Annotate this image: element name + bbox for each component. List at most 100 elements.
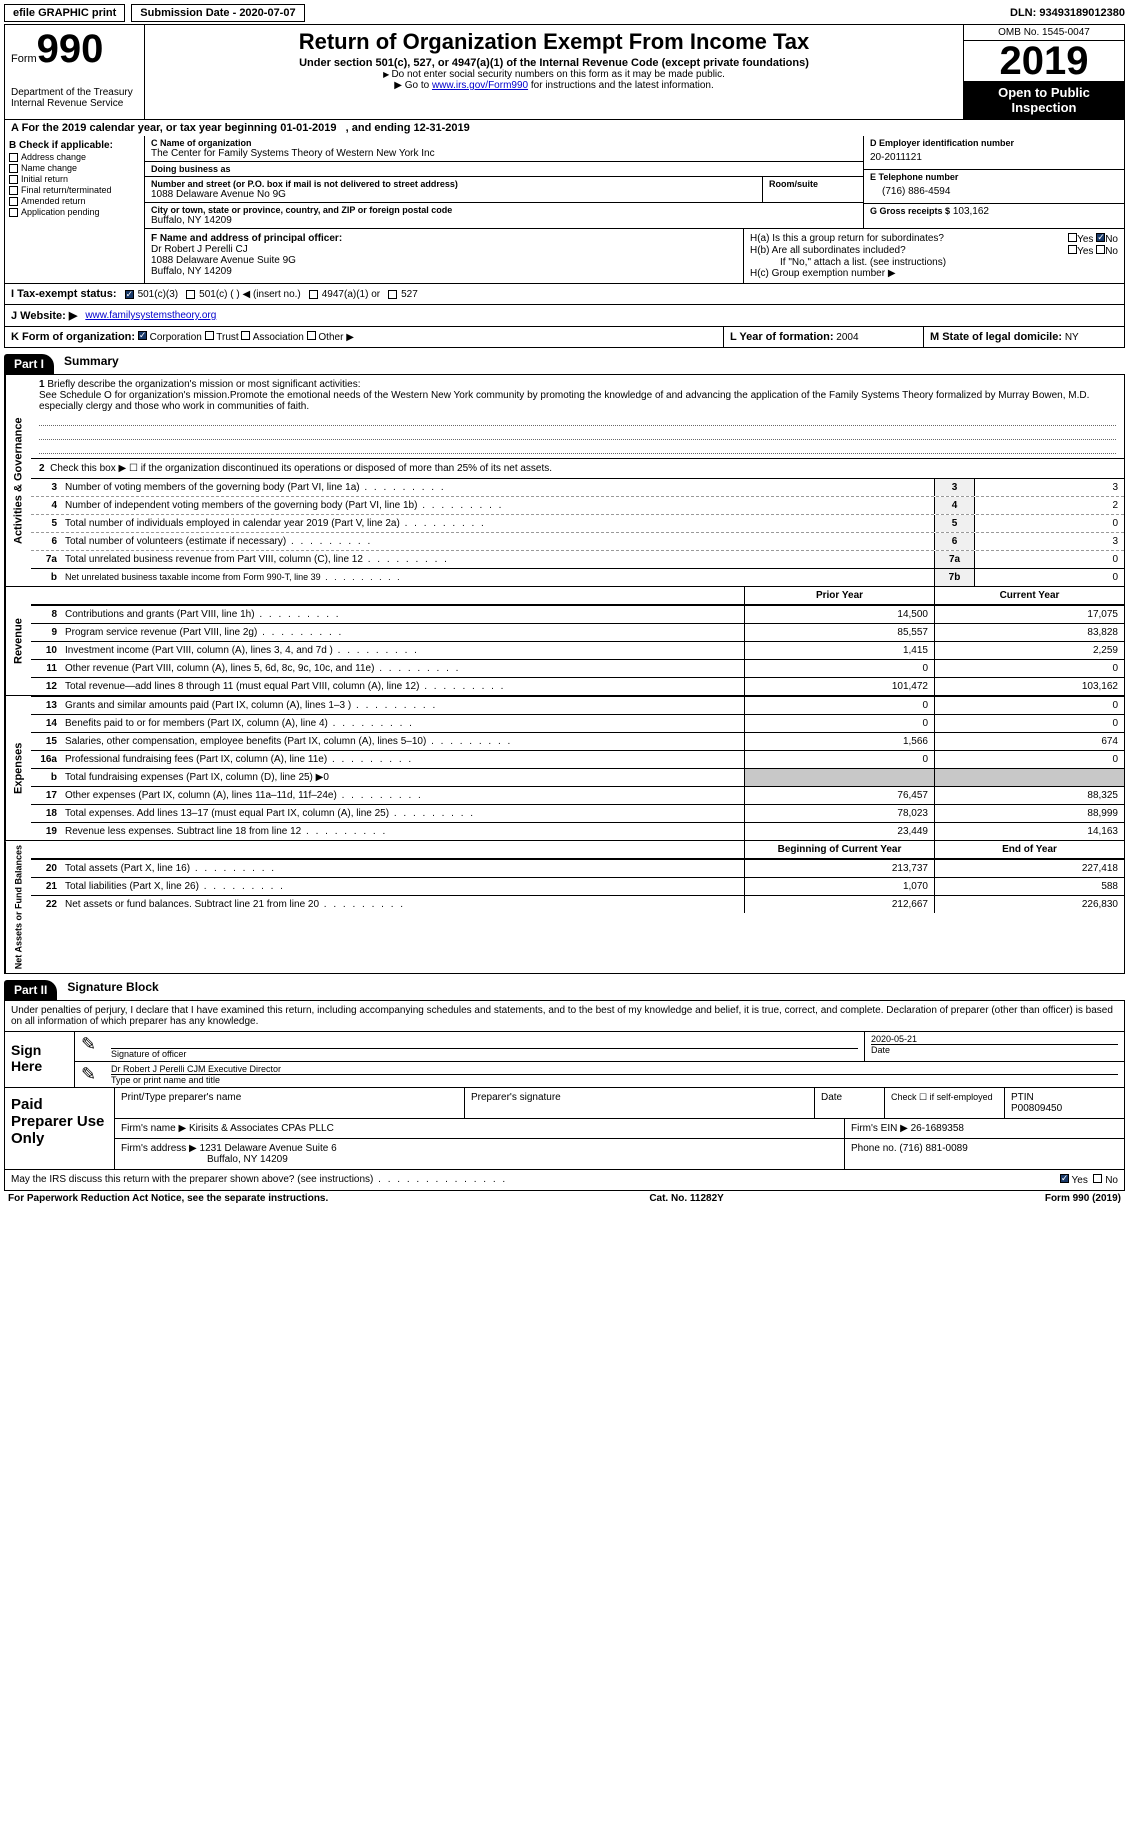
net-header-row: Beginning of Current Year End of Year [31, 841, 1124, 859]
paperwork-notice: For Paperwork Reduction Act Notice, see … [8, 1193, 328, 1204]
officer-name-title: Dr Robert J Perelli CJM Executive Direct… [111, 1064, 1118, 1074]
data-row-20: 20Total assets (Part X, line 16)213,7372… [31, 859, 1124, 877]
gov-row-7a: 7aTotal unrelated business revenue from … [31, 550, 1124, 568]
section-cdefg: C Name of organization The Center for Fa… [145, 136, 1124, 283]
data-row-10: 10Investment income (Part VIII, column (… [31, 641, 1124, 659]
sidebar-net-assets: Net Assets or Fund Balances [5, 841, 31, 973]
chk-amended-return[interactable]: Amended return [9, 196, 140, 206]
gov-row-3: 3Number of voting members of the governi… [31, 478, 1124, 496]
c-name-cell: C Name of organization The Center for Fa… [145, 136, 863, 162]
col-end-year: End of Year [934, 841, 1124, 858]
form-word: Form [11, 53, 37, 65]
sig-officer-label: Signature of officer [111, 1048, 858, 1059]
form-subtitle-3: ▶ Go to www.irs.gov/Form990 for instruct… [149, 80, 959, 91]
revenue-block: Revenue Prior Year Current Year 8Contrib… [4, 587, 1125, 696]
sign-here-block: Sign Here ✎ Signature of officer 2020-05… [4, 1032, 1125, 1088]
form-number: 990 [37, 27, 104, 71]
part-1-summary: Activities & Governance 1 Briefly descri… [4, 374, 1125, 587]
data-row-13: 13Grants and similar amounts paid (Part … [31, 696, 1124, 714]
discuss-yes-checkbox[interactable] [1060, 1174, 1069, 1183]
name-title-label: Type or print name and title [111, 1074, 1118, 1085]
expenses-block: Expenses 13Grants and similar amounts pa… [4, 696, 1125, 841]
c-address-cell: Number and street (or P.O. box if mail i… [145, 177, 763, 203]
e-phone-cell: E Telephone number (716) 886-4594 [864, 170, 1124, 204]
chk-initial-return[interactable]: Initial return [9, 174, 140, 184]
form-subtitle-2: Do not enter social security numbers on … [149, 69, 959, 80]
data-row-14: 14Benefits paid to or for members (Part … [31, 714, 1124, 732]
form-footer: Form 990 (2019) [1045, 1193, 1121, 1204]
c-room-cell: Room/suite [763, 177, 863, 203]
chk-name-change[interactable]: Name change [9, 163, 140, 173]
hb-label: H(b) Are all subordinates included? [750, 245, 906, 257]
data-row-21: 21Total liabilities (Part X, line 26)1,0… [31, 877, 1124, 895]
discuss-row: May the IRS discuss this return with the… [4, 1170, 1125, 1191]
gov-row-4: 4Number of independent voting members of… [31, 496, 1124, 514]
paid-preparer-label: Paid Preparer Use Only [5, 1088, 115, 1169]
section-b-checkboxes: B Check if applicable: Address change Na… [5, 136, 145, 283]
form-header: Form990 Department of the Treasury Inter… [4, 24, 1125, 120]
data-row-11: 11Other revenue (Part VIII, column (A), … [31, 659, 1124, 677]
gov-row-6: 6Total number of volunteers (estimate if… [31, 532, 1124, 550]
chk-501c3[interactable]: 501(c)(3) [125, 289, 179, 300]
k-form-org: K Form of organization: Corporation Trus… [5, 327, 724, 347]
j-website-row: J Website: ▶ www.familysystemstheory.org [4, 305, 1125, 327]
data-row-b: bTotal fundraising expenses (Part IX, co… [31, 768, 1124, 786]
data-row-18: 18Total expenses. Add lines 13–17 (must … [31, 804, 1124, 822]
data-row-8: 8Contributions and grants (Part VIII, li… [31, 605, 1124, 623]
pen-icon-2: ✎ [75, 1062, 105, 1087]
pen-icon: ✎ [75, 1032, 105, 1061]
data-row-17: 17Other expenses (Part IX, column (A), l… [31, 786, 1124, 804]
sidebar-activities-governance: Activities & Governance [5, 375, 31, 586]
catalog-number: Cat. No. 11282Y [649, 1193, 723, 1204]
irs-link[interactable]: www.irs.gov/Form990 [432, 80, 528, 91]
col-prior-year: Prior Year [744, 587, 934, 604]
sign-here-label: Sign Here [5, 1032, 75, 1087]
ha-no-checkbox[interactable] [1096, 233, 1105, 242]
prep-firm-row: Firm's name ▶ Kirisits & Associates CPAs… [115, 1119, 1124, 1139]
submission-date-box: Submission Date - 2020-07-07 [131, 4, 304, 22]
d-ein-cell: D Employer identification number 20-2011… [864, 136, 1124, 170]
ha-label: H(a) Is this a group return for subordin… [750, 233, 944, 245]
irs-label: Internal Revenue Service [11, 98, 138, 109]
gov-row-7b: bNet unrelated business taxable income f… [31, 568, 1124, 586]
chk-4947a1[interactable]: 4947(a)(1) or [309, 289, 380, 300]
data-row-16a: 16aProfessional fundraising fees (Part I… [31, 750, 1124, 768]
part-2-header: Part II Signature Block [4, 974, 1125, 1000]
chk-address-change[interactable]: Address change [9, 152, 140, 162]
i-tax-exempt-status: I Tax-exempt status: 501(c)(3) 501(c) ( … [4, 284, 1125, 305]
tax-year: 2019 [964, 41, 1124, 81]
data-row-12: 12Total revenue—add lines 8 through 11 (… [31, 677, 1124, 695]
l-year-formation: L Year of formation: 2004 [724, 327, 924, 347]
section-fh: F Name and address of principal officer:… [145, 228, 1124, 283]
chk-501c[interactable]: 501(c) ( ) ◀ (insert no.) [186, 289, 301, 300]
line-2-discontinued: 2 Check this box ▶ ☐ if the organization… [31, 458, 1124, 478]
rev-header-row: Prior Year Current Year [31, 587, 1124, 605]
data-row-19: 19Revenue less expenses. Subtract line 1… [31, 822, 1124, 840]
m-state-domicile: M State of legal domicile: NY [924, 327, 1124, 347]
chk-corporation[interactable] [138, 331, 147, 340]
c-dba-cell: Doing business as [145, 162, 863, 177]
line-a-tax-year: A For the 2019 calendar year, or tax yea… [4, 120, 1125, 136]
bottom-footer: For Paperwork Reduction Act Notice, see … [4, 1191, 1125, 1206]
data-row-15: 15Salaries, other compensation, employee… [31, 732, 1124, 750]
dept-treasury: Department of the Treasury [11, 87, 138, 98]
klm-row: K Form of organization: Corporation Trus… [4, 327, 1125, 348]
website-link[interactable]: www.familysystemstheory.org [85, 310, 216, 321]
line-1-mission: 1 Briefly describe the organization's mi… [31, 375, 1124, 458]
part-1-header: Part I Summary [4, 348, 1125, 374]
col-current-year: Current Year [934, 587, 1124, 604]
sidebar-revenue: Revenue [5, 587, 31, 695]
sidebar-expenses: Expenses [5, 696, 31, 840]
col-beginning-year: Beginning of Current Year [744, 841, 934, 858]
chk-application-pending[interactable]: Application pending [9, 207, 140, 217]
data-row-22: 22Net assets or fund balances. Subtract … [31, 895, 1124, 913]
ptin-value: P00809450 [1011, 1103, 1062, 1114]
form-subtitle-1: Under section 501(c), 527, or 4947(a)(1)… [149, 57, 959, 69]
f-officer: F Name and address of principal officer:… [145, 229, 744, 283]
efile-print-button[interactable]: efile GRAPHIC print [4, 4, 125, 22]
prep-header-row: Print/Type preparer's name Preparer's si… [115, 1088, 1124, 1119]
chk-527[interactable]: 527 [388, 289, 418, 300]
gov-row-5: 5Total number of individuals employed in… [31, 514, 1124, 532]
dln-label: DLN: 93493189012380 [1010, 7, 1125, 19]
chk-final-return[interactable]: Final return/terminated [9, 185, 140, 195]
